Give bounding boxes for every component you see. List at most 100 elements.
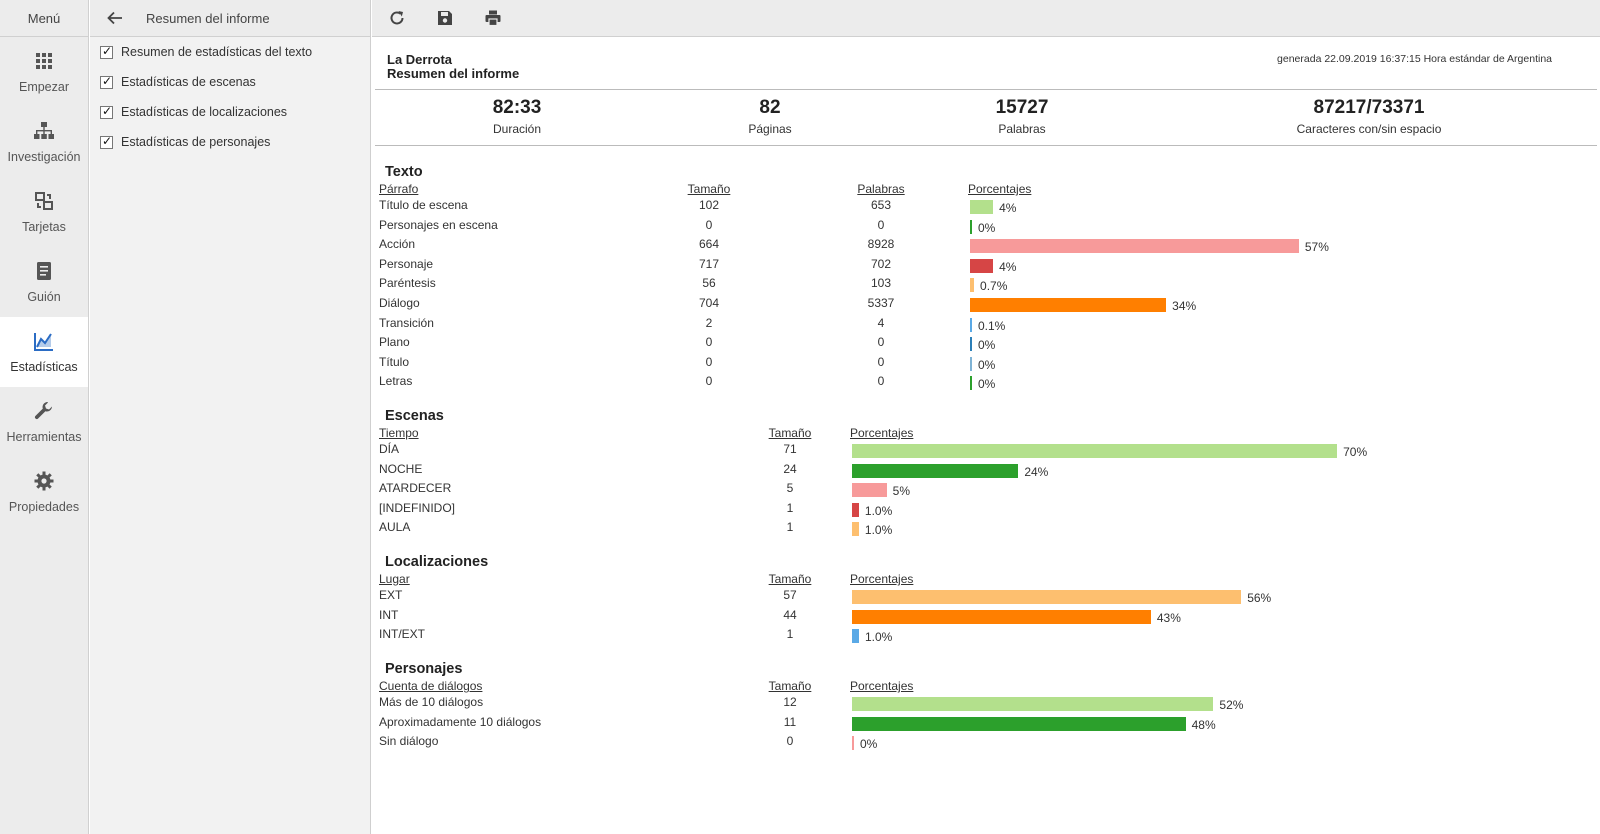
nav-item-guion[interactable]: Guión [0,247,88,317]
nav-item-label: Tarjetas [22,220,66,234]
row-size: 71 [783,442,797,456]
row-label: Sin diálogo [379,734,439,749]
summary-caption: Palabras [998,122,1046,136]
percentage-label: 52% [1219,698,1244,712]
row-size: 57 [783,588,797,602]
back-button[interactable] [104,7,126,29]
print-button[interactable] [478,3,508,33]
column-header: Tamaño [768,572,812,586]
column-header: Lugar [379,572,410,586]
checkbox[interactable] [100,104,113,119]
row-label: Aproximadamente 10 diálogos [379,714,542,729]
percentage-bar [970,239,1299,254]
percentage-label: 34% [1172,299,1197,313]
row-size: 2 [705,315,713,330]
row-label: EXT [379,588,403,602]
percentage-bar [970,298,1167,312]
row-label: DÍA [379,442,400,456]
row-words: 5337 [867,296,895,310]
option-text-stats[interactable]: Resumen de estadísticas del texto [90,37,370,67]
options-title: Resumen del informe [146,10,270,26]
percentage-bar [852,609,1151,624]
percentage-bar [852,502,859,517]
chart-icon [34,333,53,351]
percentage-label: 57% [1304,240,1329,255]
nav-item-propiedades[interactable]: Propiedades [0,457,88,527]
row-label: Diálogo [379,296,420,310]
report-options-panel: Resumen del informe Resumen de estadísti… [90,0,371,834]
row-label: [INDEFINIDO] [379,500,456,515]
refresh-button[interactable] [382,3,412,33]
summary-caption: Páginas [748,122,792,136]
refresh-icon [390,11,404,25]
report-toolbar [372,0,1600,37]
row-label: Personaje [379,256,434,271]
option-scene-stats[interactable]: Estadísticas de escenas [90,67,370,97]
nav-item-investigacion[interactable]: Investigación [0,107,88,177]
row-size: 5 [786,481,794,496]
checkbox[interactable] [100,74,113,89]
nav-item-label: Guión [27,290,61,304]
percentage-label: 5% [892,484,910,499]
summary-value: 15727 [995,97,1049,118]
summary-value: 87217/73371 [1313,97,1425,118]
row-label: Título [379,354,410,369]
nav-item-herramientas[interactable]: Herramientas [0,387,88,457]
nav-item-tarjetas[interactable]: Tarjetas [0,177,88,247]
percentage-bar [970,219,972,234]
row-words: 8928 [867,237,895,252]
nav-item-label: Estadísticas [10,360,78,374]
summary-pages: 82 Páginas [748,97,791,136]
percentage-label: 0% [978,220,996,235]
percentage-label: 0% [978,357,996,372]
gear-icon [34,471,54,491]
nav-item-empezar[interactable]: Empezar [0,37,88,107]
percentage-label: 0% [978,377,996,392]
option-label: Resumen de estadísticas del texto [121,45,313,59]
nav-item-estadisticas[interactable]: Estadísticas [0,317,88,387]
row-size: 12 [783,695,797,709]
report-view: La Derrota Resumen del informe generada … [372,37,1600,834]
row-words: 4 [877,315,885,330]
column-header: Porcentajes [850,426,914,440]
checkbox[interactable] [100,44,113,59]
save-button[interactable] [430,3,460,33]
row-label: Más de 10 diálogos [379,695,484,709]
percentage-bar [970,317,972,332]
percentage-bar [852,629,859,644]
row-size: 0 [705,374,713,389]
row-label: Transición [379,315,434,330]
row-size: 44 [783,607,797,622]
percentage-bar [852,522,859,537]
script-icon [37,262,51,280]
row-words: 702 [870,256,892,271]
nav-item-label: Herramientas [6,430,82,444]
row-label: Personajes en escena [379,217,498,232]
percentage-bar [852,463,1019,478]
row-size: 0 [786,734,794,749]
report-title: La Derrota [387,52,453,67]
percentage-label: 0% [978,338,996,353]
section-title: Escenas [385,408,444,424]
menu-label[interactable]: Menú [0,0,88,37]
row-label: ATARDECER [379,481,452,496]
option-location-stats[interactable]: Estadísticas de localizaciones [90,97,370,127]
summary-value: 82 [759,97,781,118]
row-label: NOCHE [379,461,423,476]
checkbox[interactable] [100,134,113,149]
percentage-label: 0.7% [980,279,1008,294]
percentage-label: 1.0% [864,523,893,538]
report-subtitle: Resumen del informe [387,66,520,81]
row-size: 0 [705,217,713,232]
percentage-bar [852,716,1186,731]
column-header: Porcentajes [850,679,914,693]
percentage-label: 1.0% [864,503,893,518]
option-character-stats[interactable]: Estadísticas de personajes [90,127,370,157]
divider [375,89,1597,90]
option-label: Estadísticas de escenas [121,75,256,89]
percentage-bar [852,697,1214,711]
column-header: Párrafo [379,182,419,196]
nav-item-label: Empezar [18,80,70,94]
percentage-label: 4% [999,259,1017,274]
options-header: Resumen del informe [90,0,370,37]
